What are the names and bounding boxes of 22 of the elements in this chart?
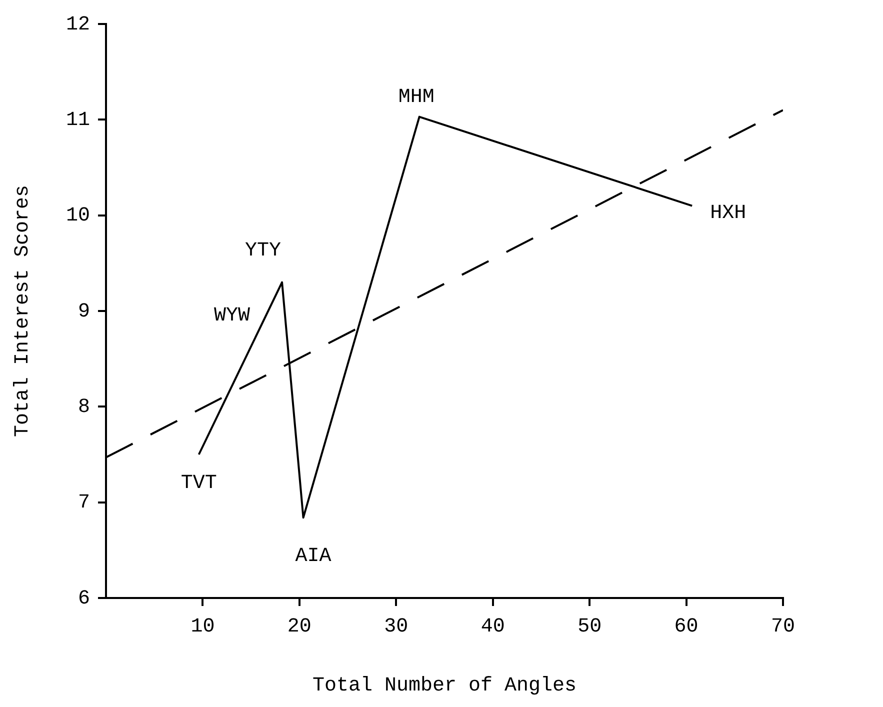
annotation: MHM	[398, 86, 434, 110]
annotation: AIA	[295, 544, 332, 568]
x-tick-label: 50	[578, 615, 602, 638]
y-tick-label: 8	[78, 396, 90, 419]
y-tick-label: 9	[78, 300, 90, 324]
y-tick-label: 12	[66, 13, 90, 36]
annotation: TVT	[180, 472, 217, 495]
y-tick-label: 6	[78, 587, 90, 610]
y-axis-title: Total Interest Scores	[11, 184, 34, 438]
x-tick-label: 60	[674, 615, 698, 638]
x-axis-title: Total Number of Angles	[312, 674, 577, 698]
x-tick-label: 20	[287, 615, 312, 638]
x-tick-label: 40	[480, 615, 505, 638]
annotation: WYW	[214, 304, 250, 328]
x-tick-label: 30	[384, 615, 408, 638]
annotation: YTY	[245, 240, 282, 263]
x-tick-label: 70	[770, 615, 796, 638]
x-tick-label: 10	[190, 615, 215, 638]
annotation: HXH	[710, 202, 746, 226]
y-tick-label: 11	[66, 108, 90, 132]
y-tick-label: 7	[78, 492, 90, 515]
y-tick-label: 10	[66, 204, 90, 228]
